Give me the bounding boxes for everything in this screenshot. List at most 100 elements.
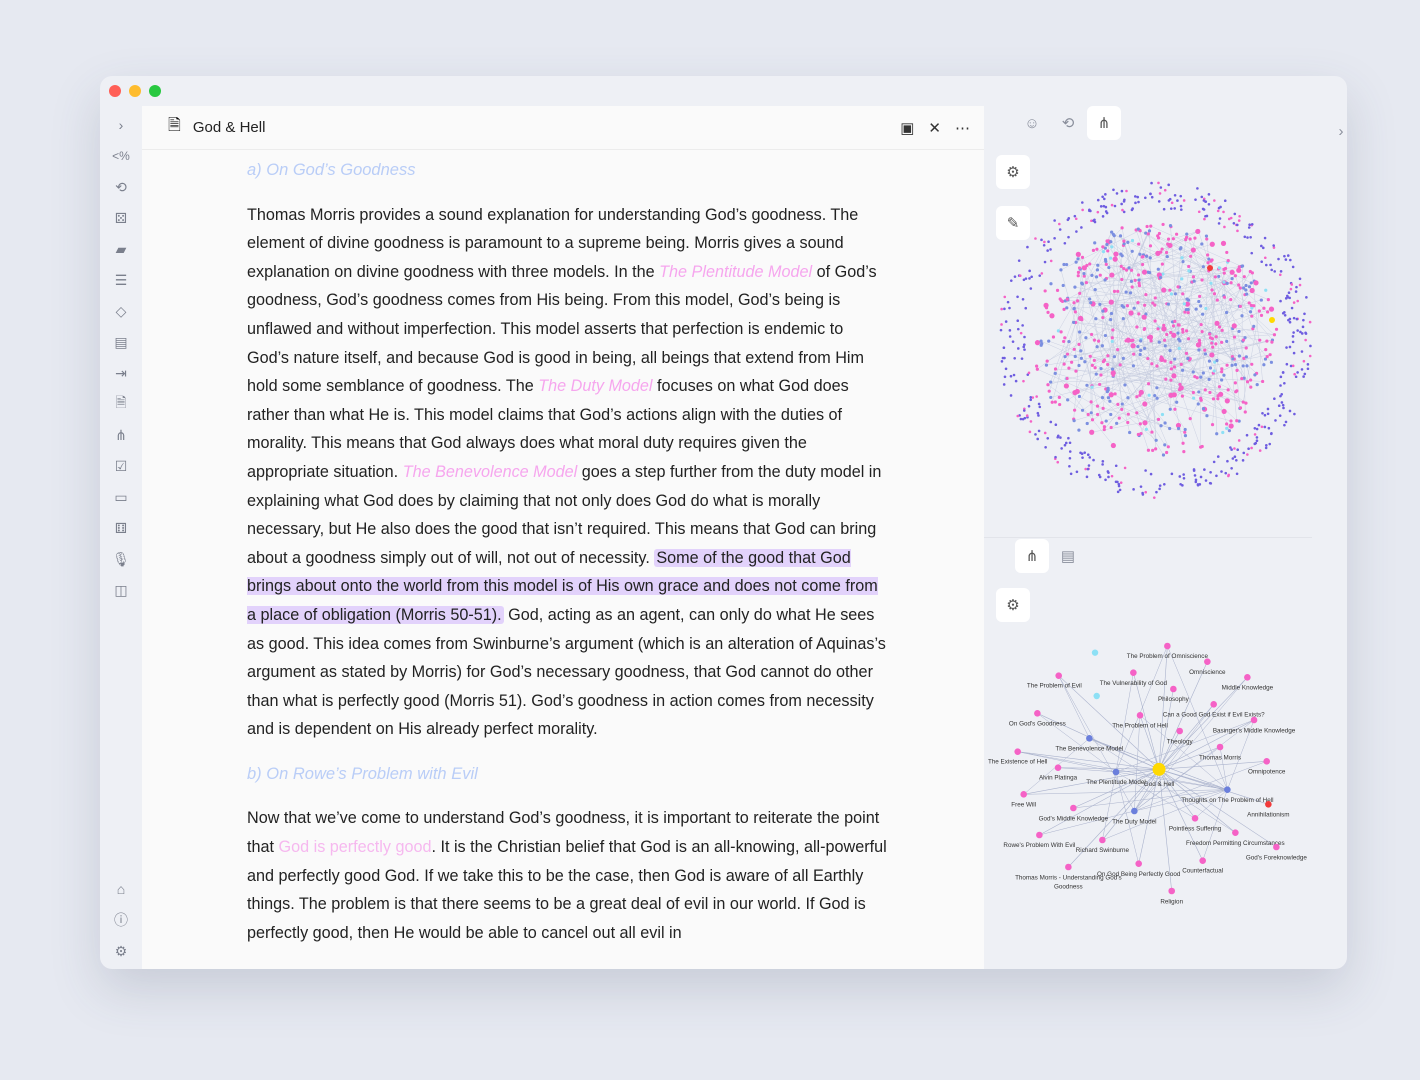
file-icon: 🗎 <box>168 117 181 134</box>
archive-icon[interactable]: ▤ <box>114 333 128 350</box>
backlinks-icon[interactable]: ⟲ <box>1061 115 1075 132</box>
graph-node[interactable] <box>1135 860 1142 867</box>
graph-edge <box>1099 304 1130 433</box>
graph-node[interactable] <box>1065 863 1072 871</box>
graph-node[interactable] <box>1232 829 1239 836</box>
graph-node[interactable] <box>1099 836 1106 844</box>
graph-node <box>1171 373 1177 379</box>
dice-icon[interactable]: ⚅ <box>114 519 128 536</box>
more-options-icon[interactable]: ⋯ <box>955 119 970 137</box>
graph-view-tab[interactable]: ⋔ <box>1087 106 1121 140</box>
link-sync-icon[interactable]: ⟲ <box>115 178 127 195</box>
chevron-right-icon[interactable]: › <box>1338 122 1344 140</box>
graph-node[interactable] <box>1244 674 1251 681</box>
sidebar-layout-icon[interactable]: ◫ <box>114 581 128 598</box>
graph-edge <box>1113 234 1250 304</box>
graph-node <box>1267 426 1271 430</box>
internal-link[interactable]: The Benevolence Model <box>402 462 578 481</box>
code-percent-icon[interactable]: <% <box>112 149 130 163</box>
graph-node[interactable] <box>1136 712 1144 719</box>
graph-node[interactable] <box>1250 716 1258 724</box>
graph-node[interactable] <box>1265 801 1272 808</box>
graph-node[interactable] <box>1014 748 1021 755</box>
paint-bucket-icon[interactable]: ◇ <box>115 302 127 319</box>
settings-icon[interactable]: ⚙ <box>114 942 128 959</box>
graph-edge <box>1079 267 1099 342</box>
graph-node[interactable] <box>1054 764 1062 771</box>
graph-node <box>1206 261 1210 265</box>
magic-wand-icon[interactable]: ✎ <box>996 206 1030 240</box>
graph-settings-icon[interactable]: ⚙ <box>996 155 1030 189</box>
graph-node <box>1230 448 1233 451</box>
close-window-button[interactable] <box>109 85 121 97</box>
help-icon[interactable]: ⓘ <box>114 912 128 928</box>
graph-node[interactable] <box>1263 758 1270 765</box>
graph-node <box>1160 247 1164 251</box>
graph-node <box>1265 355 1269 359</box>
graph-node <box>1120 277 1124 282</box>
graph-node <box>1112 188 1115 192</box>
internal-link[interactable]: The Duty Model <box>538 377 653 396</box>
graph-node[interactable] <box>1216 743 1224 751</box>
graph-node[interactable] <box>1273 843 1280 851</box>
graph-node <box>1089 400 1093 404</box>
reading-mode-icon[interactable]: ▣ <box>900 119 915 137</box>
local-graph-tab[interactable]: ⋔ <box>1015 539 1049 573</box>
graph-node[interactable] <box>1176 727 1183 735</box>
graph-node[interactable] <box>1224 786 1231 793</box>
dice-icon[interactable]: ⚄ <box>114 209 128 226</box>
graph-node[interactable] <box>1055 672 1062 679</box>
graph-node[interactable] <box>1070 804 1077 812</box>
close-icon[interactable]: ✕ <box>928 119 941 137</box>
graph-node[interactable] <box>1199 857 1206 864</box>
graph-node[interactable] <box>1036 831 1043 839</box>
graph-node <box>1076 257 1080 261</box>
graph-node <box>1159 186 1163 189</box>
note-content[interactable]: a) On God’s Goodness Thomas Morris provi… <box>247 150 887 969</box>
graph-node <box>1224 310 1229 315</box>
graph-node[interactable] <box>1112 768 1120 776</box>
graph-node[interactable] <box>1168 887 1175 895</box>
graph-node[interactable] <box>1210 701 1217 708</box>
chevron-right-icon[interactable]: › <box>118 117 124 133</box>
graph-node[interactable] <box>1131 807 1138 815</box>
login-icon[interactable]: ⇥ <box>115 364 127 381</box>
graph-node[interactable] <box>1170 685 1177 693</box>
graph-node[interactable] <box>1020 791 1027 798</box>
graph-edge <box>1108 389 1162 426</box>
graph-node <box>1114 464 1118 468</box>
graph-node[interactable] <box>1164 642 1171 650</box>
calendar-check-icon[interactable]: ☑ <box>114 457 128 474</box>
internal-link[interactable]: The Plentitude Model <box>659 262 813 281</box>
graph-edge <box>1101 364 1236 423</box>
robot-icon[interactable]: ☺ <box>1024 114 1040 132</box>
graph-node <box>1284 258 1288 261</box>
graph-node[interactable] <box>1034 710 1041 717</box>
outline-icon[interactable]: ▤ <box>1060 548 1076 565</box>
local-graph[interactable]: The Problem of Omniscience Omniscience Mid… <box>985 638 1320 913</box>
graph-node[interactable] <box>1204 658 1211 665</box>
global-graph[interactable] <box>990 175 1320 505</box>
graph-node <box>1119 264 1123 268</box>
maximize-window-button[interactable] <box>149 85 161 97</box>
graph-icon[interactable]: ⋔ <box>115 426 127 443</box>
graph-edge <box>1090 302 1104 362</box>
graph-node[interactable] <box>1086 735 1093 742</box>
cards-icon[interactable]: ▰ <box>115 240 127 257</box>
graph-node <box>1128 430 1132 435</box>
attachment-node[interactable] <box>1091 649 1099 656</box>
attachment-node[interactable] <box>1093 692 1100 700</box>
local-graph-settings-icon[interactable]: ⚙ <box>996 588 1030 622</box>
graph-node <box>1225 339 1229 343</box>
graph-node[interactable] <box>1130 669 1137 676</box>
list-icon[interactable]: ☰ <box>114 271 128 288</box>
internal-link[interactable]: God is perfectly good <box>278 838 432 857</box>
minimize-window-button[interactable] <box>129 85 141 97</box>
slides-icon[interactable]: ▭ <box>114 488 128 505</box>
file-search-icon[interactable]: 🗎 <box>115 394 127 410</box>
vault-icon[interactable]: ⌂ <box>116 881 126 897</box>
graph-node[interactable] <box>1191 815 1199 822</box>
graph-node <box>1203 348 1207 352</box>
graph-node[interactable] <box>1152 762 1166 776</box>
microphone-icon[interactable]: 🎙︎ <box>112 550 130 567</box>
